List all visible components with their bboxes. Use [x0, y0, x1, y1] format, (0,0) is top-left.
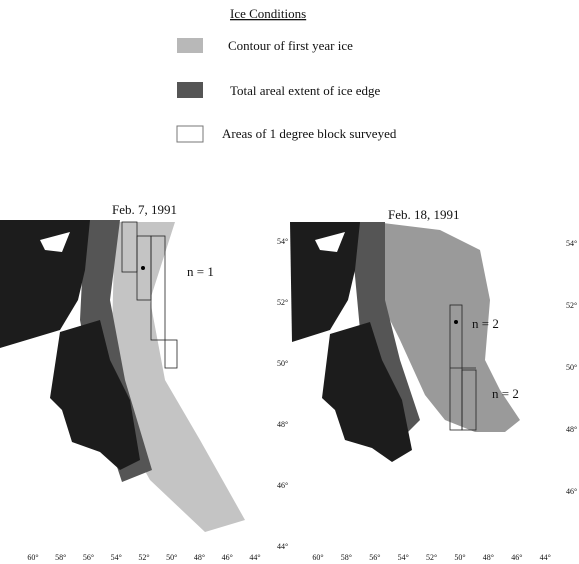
lon-label: 46° — [511, 553, 522, 562]
lon-label: 56° — [83, 553, 94, 562]
lon-label: 58° — [55, 553, 66, 562]
lat-label: 52° — [277, 298, 288, 307]
swatch-first-year — [177, 38, 203, 53]
annotation: n = 1 — [187, 264, 214, 279]
lat-label: 46° — [566, 487, 577, 496]
legend-item: Total areal extent of ice edge — [230, 83, 381, 98]
lon-label: 50° — [454, 553, 465, 562]
swatch-ice-edge — [177, 82, 203, 98]
lon-label: 48° — [483, 553, 494, 562]
legend-title: Ice Conditions — [230, 6, 306, 21]
lat-label: 46° — [277, 481, 288, 490]
map-left — [0, 220, 245, 532]
swatch-block — [176, 125, 204, 143]
map-right — [290, 222, 520, 462]
lon-label: 44° — [249, 553, 260, 562]
lat-label: 54° — [566, 239, 577, 248]
lon-label: 54° — [398, 553, 409, 562]
lon-label: 60° — [312, 553, 323, 562]
annotation: n = 2 — [492, 386, 519, 401]
lon-label: 52° — [138, 553, 149, 562]
legend-item: Areas of 1 degree block surveyed — [222, 126, 397, 141]
lat-label: 50° — [566, 363, 577, 372]
legend-item: Contour of first year ice — [228, 38, 353, 53]
lon-label: 52° — [426, 553, 437, 562]
lon-label: 56° — [369, 553, 380, 562]
lon-label: 44° — [540, 553, 551, 562]
lat-label: 52° — [566, 301, 577, 310]
panel-title: Feb. 18, 1991 — [388, 207, 460, 222]
lat-label: 48° — [566, 425, 577, 434]
annotation: n = 2 — [472, 316, 499, 331]
lat-label: 48° — [277, 420, 288, 429]
lat-label: 44° — [277, 542, 288, 551]
lon-label: 48° — [194, 553, 205, 562]
lon-label: 46° — [222, 553, 233, 562]
lon-label: 60° — [27, 553, 38, 562]
lon-label: 58° — [341, 553, 352, 562]
lat-label: 50° — [277, 359, 288, 368]
lon-label: 50° — [166, 553, 177, 562]
lat-label: 54° — [277, 237, 288, 246]
lon-label: 54° — [111, 553, 122, 562]
panel-title: Feb. 7, 1991 — [112, 202, 177, 217]
